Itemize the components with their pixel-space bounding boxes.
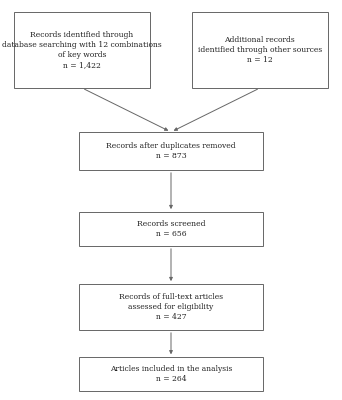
FancyBboxPatch shape [14,12,150,88]
Text: Records of full-text articles
assessed for eligibility
n = 427: Records of full-text articles assessed f… [119,293,223,321]
FancyBboxPatch shape [192,12,328,88]
Text: Records screened
n = 656: Records screened n = 656 [137,220,205,238]
Text: Additional records
identified through other sources
n = 12: Additional records identified through ot… [198,36,322,64]
Text: Records after duplicates removed
n = 873: Records after duplicates removed n = 873 [106,142,236,160]
FancyBboxPatch shape [79,212,263,246]
FancyBboxPatch shape [79,357,263,391]
Text: Articles included in the analysis
n = 264: Articles included in the analysis n = 26… [110,365,232,383]
FancyBboxPatch shape [79,132,263,170]
Text: Records identified through
database searching with 12 combinations
of key words
: Records identified through database sear… [2,31,162,69]
FancyBboxPatch shape [79,284,263,330]
